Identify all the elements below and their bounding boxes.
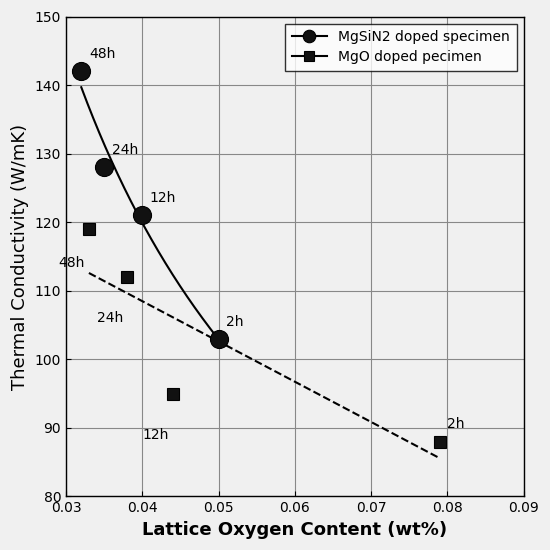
Text: 48h: 48h: [89, 47, 116, 61]
X-axis label: Lattice Oxygen Content (wt%): Lattice Oxygen Content (wt%): [142, 521, 447, 539]
Legend: MgSiN2 doped specimen, MgO doped pecimen: MgSiN2 doped specimen, MgO doped pecimen: [285, 24, 516, 71]
Text: 12h: 12h: [150, 191, 177, 205]
Text: 12h: 12h: [142, 428, 169, 442]
Text: 2h: 2h: [226, 315, 244, 328]
Text: 24h: 24h: [112, 143, 138, 157]
Text: 48h: 48h: [58, 256, 85, 270]
Text: 24h: 24h: [97, 311, 123, 325]
Text: 2h: 2h: [447, 417, 465, 431]
Y-axis label: Thermal Conductivity (W/mK): Thermal Conductivity (W/mK): [11, 124, 29, 389]
